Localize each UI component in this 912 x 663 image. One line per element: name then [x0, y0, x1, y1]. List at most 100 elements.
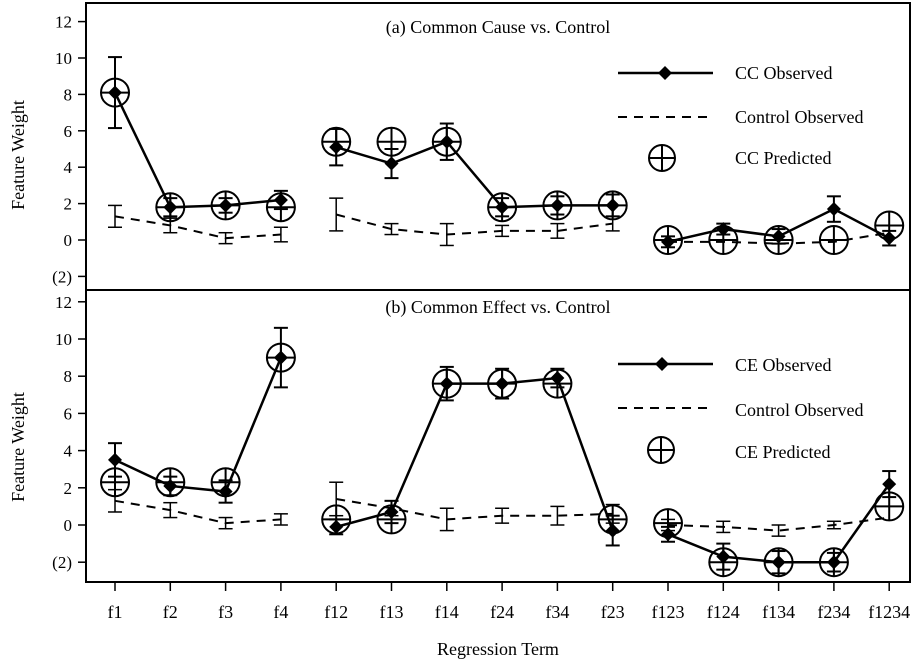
observed-marker: [163, 478, 178, 493]
x-tick-label: f134: [762, 602, 795, 622]
plot-area: [100, 326, 905, 578]
observed-marker: [716, 222, 731, 237]
control-line: [114, 215, 281, 240]
panel-b-plot: [100, 326, 905, 578]
control-line: [114, 499, 281, 525]
panel-a-yaxis: 12 10 8 6 4 2 0 (2): [52, 13, 86, 286]
legend-b-observed-marker: [655, 357, 669, 371]
panel-b-frame: [85, 289, 911, 583]
y-tick-label: 12: [55, 13, 72, 32]
observed-marker: [108, 452, 122, 467]
control-line: [335, 213, 613, 236]
x-tick-label: f24: [490, 602, 514, 622]
panel-b-title: (b) Common Effect vs. Control: [385, 297, 610, 318]
y-tick-label: 0: [64, 516, 73, 535]
observed-marker: [605, 198, 620, 213]
observed-marker: [273, 350, 288, 365]
observed-marker: [550, 371, 565, 386]
y-tick-label: 2: [64, 195, 73, 214]
x-tick-label: f2: [163, 602, 178, 622]
y-tick-label: (2): [52, 267, 72, 286]
x-tick-label: f3: [218, 602, 233, 622]
observed-marker: [218, 198, 233, 213]
x-tick-label: f1234: [868, 602, 910, 622]
y-tick-label: 10: [55, 49, 72, 68]
predicted-marker: [818, 225, 849, 255]
panel-b: (b) Common Effect vs. Control Feature We…: [8, 289, 911, 583]
panel-b-legend: CE Observed Control Observed CE Predicte…: [618, 355, 863, 464]
x-tick-label: f12: [324, 602, 348, 622]
y-tick-label: 4: [64, 158, 73, 177]
predicted-marker: [874, 491, 905, 522]
y-tick-label: (2): [52, 553, 72, 572]
observed-marker: [605, 523, 620, 538]
y-tick-label: 8: [64, 85, 73, 104]
panel-a: (a) Common Cause vs. Control Feature Wei…: [8, 2, 911, 291]
observed-marker: [495, 200, 510, 215]
x-tick-label: f124: [707, 602, 740, 622]
x-axis-label: Regression Term: [437, 639, 559, 659]
x-tick-label: f34: [545, 602, 569, 622]
plot-area: [100, 56, 905, 255]
observed-marker: [273, 192, 288, 207]
panel-a-title: (a) Common Cause vs. Control: [386, 17, 610, 38]
observed-line: [113, 92, 282, 209]
observed-marker: [882, 231, 897, 246]
x-tick-label: f23: [601, 602, 625, 622]
x-tick-label: f13: [380, 602, 404, 622]
x-axis: f1 f2 f3 f4 f12 f13 f14 f24 f34 f23 f123 f124 f134 f2…: [108, 582, 910, 622]
y-tick-label: 6: [64, 404, 73, 423]
y-tick-label: 6: [64, 122, 73, 141]
y-tick-label: 8: [64, 367, 73, 386]
observed-line: [114, 357, 283, 493]
y-tick-label: 2: [64, 479, 73, 498]
legend-b-predicted-marker: [647, 436, 675, 464]
panel-a-plot: [100, 56, 905, 255]
observed-marker: [550, 198, 565, 213]
legend-a-observed-marker: [658, 66, 672, 80]
legend-b-predicted-label: CE Predicted: [735, 442, 830, 462]
observed-marker: [329, 140, 344, 155]
control-line: [336, 497, 613, 521]
legend-a-predicted-marker: [648, 144, 676, 172]
x-tick-label: f123: [652, 602, 685, 622]
observed-marker: [163, 200, 178, 215]
observed-marker: [826, 202, 841, 217]
y-tick-label: 10: [55, 330, 72, 349]
observed-marker: [771, 229, 786, 244]
legend-a-predicted-label: CC Predicted: [735, 148, 832, 168]
observed-marker: [495, 376, 510, 391]
y-tick-label: 12: [55, 293, 72, 312]
observed-marker: [384, 504, 399, 519]
observed-marker: [771, 555, 786, 570]
panel-b-yaxis: 12 10 8 6 4 2 0 (2): [52, 293, 86, 572]
observed-marker: [329, 519, 344, 534]
x-tick-label: f234: [817, 602, 850, 622]
legend-b-observed-label: CE Observed: [735, 355, 831, 375]
legend-b-control-label: Control Observed: [735, 400, 863, 420]
observed-marker: [218, 484, 233, 499]
panel-a-ylabel: Feature Weight: [8, 100, 28, 210]
y-tick-label: 0: [64, 231, 73, 250]
legend-a-control-label: Control Observed: [735, 107, 863, 127]
y-tick-label: 4: [64, 442, 73, 461]
x-tick-label: f4: [273, 602, 288, 622]
panel-b-ylabel: Feature Weight: [8, 392, 28, 502]
x-tick-label: f14: [435, 602, 459, 622]
observed-marker: [716, 549, 731, 564]
predicted-marker: [100, 467, 130, 498]
observed-marker: [661, 527, 675, 542]
observed-line: [335, 376, 614, 532]
observed-marker: [108, 85, 122, 100]
observed-marker: [826, 555, 841, 570]
observed-marker: [439, 376, 454, 391]
observed-line: [335, 140, 613, 209]
observed-marker: [384, 156, 399, 171]
predicted-marker: [376, 126, 407, 157]
panel-a-legend: CC Observed Control Observed CC Predicte…: [618, 63, 863, 172]
x-tick-label: f1: [108, 602, 123, 622]
observed-marker: [882, 477, 897, 492]
control-line: [667, 516, 890, 532]
control-line: [668, 231, 890, 245]
